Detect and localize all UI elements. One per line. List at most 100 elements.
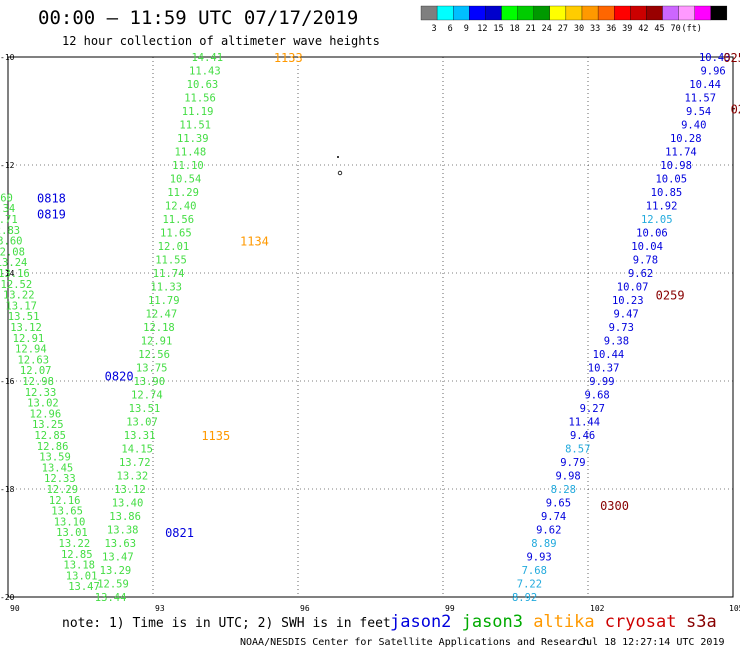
swh-value-label: 13.47 <box>102 552 134 564</box>
chart-subtitle: 12 hour collection of altimeter wave hei… <box>62 34 380 48</box>
swh-value-label: 11.29 <box>167 187 199 199</box>
swh-value-label: 12.29 <box>46 484 78 496</box>
swh-value-label: 13.31 <box>124 430 156 442</box>
swh-value-label: 9.47 <box>613 309 638 321</box>
swh-value-label: 12.47 <box>146 309 178 321</box>
swh-value-label: 13.51 <box>8 311 40 323</box>
colorbar-label: 33 <box>590 24 600 34</box>
grid-lines <box>8 57 733 597</box>
swh-value-label: 10.04 <box>631 241 663 253</box>
colorbar-label: 30 <box>574 24 584 34</box>
swh-value-label: 11.39 <box>177 133 209 145</box>
colorbar-swatch <box>517 5 534 21</box>
colorbar-swatch <box>646 5 663 21</box>
colorbar-swatch <box>565 5 583 21</box>
swh-value-label: 8.57 <box>565 444 590 456</box>
swh-value-label: 9.46 <box>570 430 595 442</box>
swh-value-label: 9.38 <box>604 336 629 348</box>
swh-value-label: 10.54 <box>170 174 202 186</box>
swh-value-label: 13.51 <box>129 403 161 415</box>
swh-value-label: 12.91 <box>13 333 45 345</box>
colorbar-swatch <box>597 5 615 21</box>
pass-time-label: 0820 <box>105 370 134 384</box>
pass-time-label: 0259 <box>656 289 685 303</box>
swh-value-label: 13.24 <box>0 257 27 269</box>
swh-value-label: 12.96 <box>30 408 62 420</box>
colorbar-swatch <box>710 5 728 21</box>
swh-value-label: 8.28 <box>551 484 576 496</box>
swh-value-label: 11.44 <box>568 417 600 429</box>
swh-value-label: 11.48 <box>175 147 207 159</box>
swh-value-label: 12.83 <box>0 225 20 237</box>
legend-altika: altika <box>533 612 594 632</box>
swh-value-label: 9.96 <box>700 66 725 78</box>
swh-value-label: 12.05 <box>641 214 673 226</box>
swh-value-label: 10.37 <box>588 363 620 375</box>
colorbar-swatch <box>453 5 470 21</box>
chart-title: 00:00 — 11:59 UTC 07/17/2019 <box>38 7 358 29</box>
swh-value-label: 11.74 <box>665 147 697 159</box>
swh-value-label: 10.98 <box>660 160 692 172</box>
colorbar-swatch <box>678 5 695 21</box>
pass-time-label: 1135 <box>201 429 230 443</box>
swh-value-label: 13.32 <box>117 471 149 483</box>
satellite-legend: jason2 jason3 altika cryosat s3a <box>390 612 717 632</box>
pass-time-label: 1134 <box>240 235 269 249</box>
swh-value-label: 12.52 <box>1 279 33 291</box>
colorbar-swatch <box>533 5 550 21</box>
swh-value-label: 10.07 <box>617 282 649 294</box>
swh-value-label: 11.56 <box>184 93 216 105</box>
colorbar-swatch <box>436 5 454 21</box>
swh-value-label: 11.51 <box>179 120 211 132</box>
axis-tick-labels: 90 93 96 99 102 105 -10 -12 -14 -16 -18 -20 <box>0 53 740 613</box>
swh-value-label: 12.59 <box>97 579 129 591</box>
swh-value-label: 13.01 <box>66 570 98 582</box>
swh-value-label: 13.02 <box>27 398 59 410</box>
swh-value-label: 13.38 <box>107 525 139 537</box>
swh-value-label: 13.65 <box>51 506 83 518</box>
colorbar-swatch <box>549 5 567 21</box>
swh-value-label: 12.74 <box>131 390 163 402</box>
swh-value-label: 10.63 <box>187 79 219 91</box>
y-tick-label: -16 <box>0 377 15 386</box>
colorbar-swatch <box>469 5 486 21</box>
swh-value-label: 12.94 <box>15 344 47 356</box>
colorbar-label: 39 <box>622 24 632 34</box>
swh-value-label: 13.72 <box>119 457 151 469</box>
swh-value-label: 11.74 <box>153 268 185 280</box>
swh-value-label: 10.43 <box>699 52 731 64</box>
swh-value-label: 13.22 <box>59 538 91 550</box>
island-marker <box>337 156 343 176</box>
y-tick-label: -18 <box>0 485 15 494</box>
colorbar-label: 36 <box>606 24 616 34</box>
x-tick-label: 102 <box>590 604 605 613</box>
colorbar-swatch <box>630 5 647 21</box>
y-tick-label: -14 <box>0 269 15 278</box>
swh-value-label: 12.86 <box>37 441 69 453</box>
swh-value-label: 12.33 <box>25 387 57 399</box>
pass-time-label: 1133 <box>274 51 303 65</box>
swh-value-label: 9.68 <box>584 390 609 402</box>
swh-value-label: 10.44 <box>689 79 721 91</box>
x-tick-label: 96 <box>300 604 310 613</box>
swh-value-label: 9.62 <box>536 525 561 537</box>
colorbar-label: 6 <box>448 24 453 34</box>
swh-value-label: 12.08 <box>0 246 25 258</box>
swh-value-label: 10.23 <box>612 295 644 307</box>
swh-value-label: 11.10 <box>172 160 204 172</box>
legend-jason2: jason2 <box>390 612 451 632</box>
swh-value-label: 9.54 <box>686 106 711 118</box>
swh-value-label: 12.07 <box>20 365 52 377</box>
swh-value-label: 12.40 <box>165 201 197 213</box>
swh-value-label: 9.62 <box>628 268 653 280</box>
swh-value-label: 11.55 <box>155 255 187 267</box>
colorbar-label: 70 <box>670 24 680 34</box>
swh-value-label: 13.63 <box>104 538 136 550</box>
swh-value-label: 12.85 <box>34 430 66 442</box>
swh-value-label: 13.71 <box>0 214 18 226</box>
swh-value-label: 12.01 <box>158 241 190 253</box>
swh-value-label: 9.27 <box>580 403 605 415</box>
swh-value-label: 12.16 <box>49 495 81 507</box>
colorbar-legend: 3 6 9 12 15 18 21 24 27 30 33 36 39 42 45 70 (ft) <box>420 5 728 34</box>
